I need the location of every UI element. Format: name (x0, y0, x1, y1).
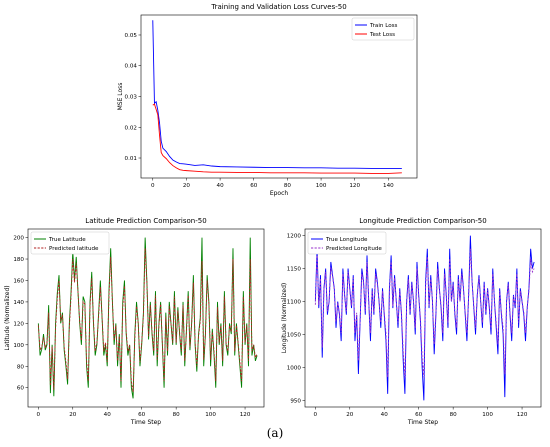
y-tick-label: 160 (13, 278, 24, 284)
x-axis-label: Time Step (130, 419, 161, 426)
x-tick-label: 0 (37, 412, 41, 418)
x-tick-label: 60 (138, 412, 146, 418)
legend-label: Test Loss (369, 32, 395, 38)
x-tick-label: 120 (517, 412, 528, 418)
y-axis-label: Longitude (Normalized) (281, 283, 288, 353)
legend-box (351, 17, 415, 41)
x-tick-label: 20 (346, 412, 354, 418)
series-line-2 (314, 248, 535, 378)
y-tick-label: 180 (13, 257, 24, 263)
y-tick-label: 0.02 (125, 125, 137, 131)
figure-caption: (a) (266, 426, 284, 440)
series-line-2 (37, 248, 258, 393)
x-tick-label: 60 (250, 183, 258, 189)
chart-title: Longitude Prediction Comparison-50 (359, 217, 486, 225)
x-tick-label: 100 (482, 412, 493, 418)
chart-3: Longitude Prediction Comparison-50 0 20 40 6… (281, 217, 542, 426)
x-tick-label: 20 (183, 183, 191, 189)
y-tick-label: 0.04 (125, 64, 138, 70)
y-tick-label: 0.03 (125, 95, 138, 101)
legend: Train Loss Test Loss (351, 17, 415, 41)
x-tick-label: 0 (151, 183, 155, 189)
x-tick-label: 100 (316, 183, 327, 189)
legend-label: Predicted Longitude (326, 246, 382, 252)
y-tick-label: 1150 (287, 267, 302, 273)
y-tick-label: 1100 (287, 300, 302, 306)
y-tick-label: 80 (17, 364, 25, 370)
legend-label: True Longitude (325, 237, 368, 243)
chart-title: Training and Validation Loss Curves-50 (210, 3, 346, 11)
legend: True Latitude Predicted latitude (30, 231, 110, 255)
legend-label: Predicted latitude (49, 246, 99, 252)
x-tick-label: 120 (349, 183, 360, 189)
plot-frame (27, 228, 265, 408)
y-tick-label: 950 (290, 398, 301, 404)
x-tick-label: 120 (240, 412, 251, 418)
y-axis-label: Latitude (Normalized) (4, 285, 11, 350)
x-tick-label: 100 (205, 412, 216, 418)
x-tick-label: 40 (381, 412, 389, 418)
x-tick-label: 20 (69, 412, 77, 418)
x-tick-label: 80 (173, 412, 181, 418)
legend: True Longitude Predicted Longitude (307, 231, 387, 255)
y-tick-label: 1050 (287, 332, 302, 338)
chart-title: Latitude Prediction Comparison-50 (85, 217, 206, 225)
chart-2: Latitude Prediction Comparison-50 0 20 40 60… (4, 217, 265, 426)
x-tick-label: 40 (104, 412, 112, 418)
x-tick-label: 60 (415, 412, 423, 418)
y-tick-label: 100 (13, 343, 24, 349)
x-tick-label: 80 (450, 412, 458, 418)
x-tick-label: 0 (314, 412, 318, 418)
legend-label: Train Loss (369, 23, 398, 29)
y-tick-label: 0.01 (125, 156, 138, 162)
legend-box (30, 231, 110, 255)
x-axis-label: Epoch (270, 190, 289, 197)
x-tick-label: 80 (284, 183, 292, 189)
y-tick-label: 140 (13, 300, 24, 306)
y-tick-label: 120 (13, 321, 24, 327)
x-tick-label: 140 (383, 183, 394, 189)
y-axis-label: MSE Loss (117, 83, 124, 111)
x-axis-label: Time Step (407, 419, 438, 426)
plot-frame (304, 228, 542, 408)
series-line-1 (152, 20, 402, 169)
y-tick-label: 1200 (287, 234, 302, 240)
y-tick-label: 200 (13, 236, 24, 242)
x-tick-label: 40 (217, 183, 225, 189)
legend-label: True Latitude (48, 237, 86, 243)
legend-box (307, 231, 387, 255)
series-line-2 (152, 103, 402, 174)
chart-1: Training and Validation Loss Curves-50 0 2… (117, 3, 418, 197)
y-tick-label: 60 (17, 386, 25, 392)
series-line-1 (314, 235, 535, 401)
y-tick-label: 1000 (287, 365, 302, 371)
y-tick-label: 0.05 (125, 33, 138, 39)
